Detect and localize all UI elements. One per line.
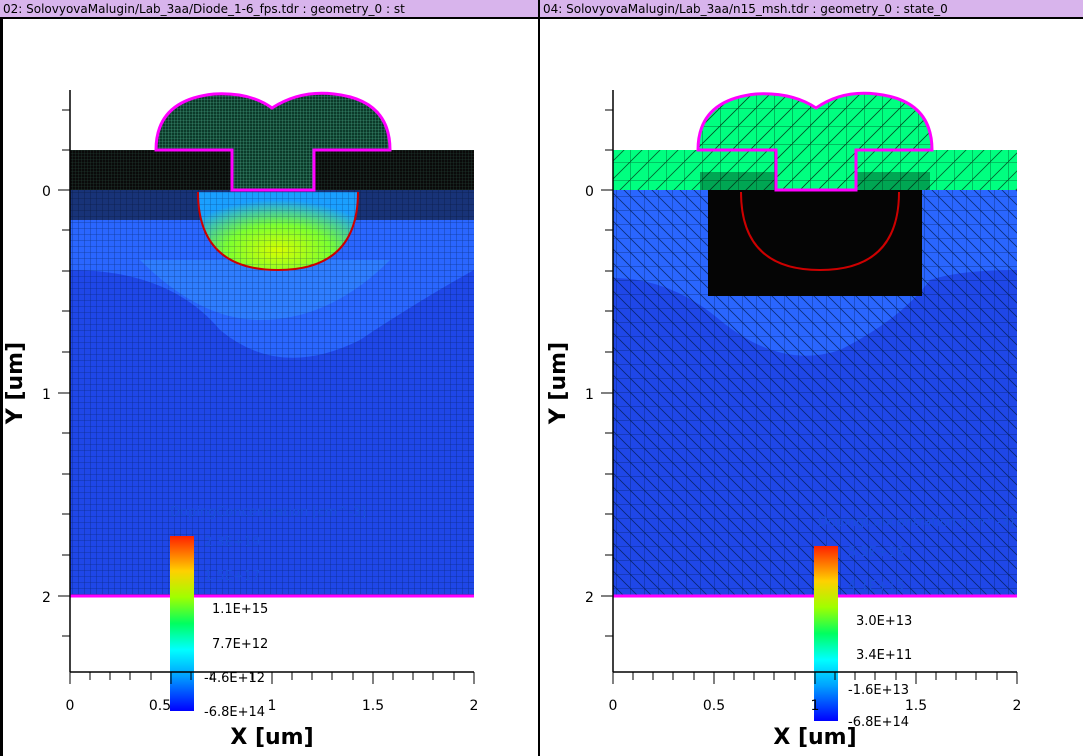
device-plot[interactable]: DopingConcentration [cm^-3] 2.3E+19 1.5E… — [0, 19, 538, 756]
x-tick-label: 0.5 — [149, 698, 171, 714]
legend-title: DopingConcentration [cm^-3] — [170, 505, 366, 520]
plot-panel-1: 02: SolovyovaMalugin/Lab_3aa/Diode_1-6_f… — [0, 0, 540, 756]
legend-label: -4.6E+12 — [204, 671, 265, 686]
device-plot[interactable]: DopingConcentration [cm^-3] 5.5E+18 4.1E… — [540, 19, 1083, 756]
x-tick-label: 0 — [609, 698, 618, 714]
top-contact — [696, 91, 934, 192]
y-axis: 0 1 2 Y [um] — [546, 90, 614, 672]
x-tick-label: 1 — [811, 698, 820, 714]
refined-mesh-region — [708, 190, 922, 296]
y-tick-label: 0 — [42, 184, 51, 200]
color-legend: DopingConcentration [cm^-3] 2.3E+19 1.5E… — [170, 505, 366, 720]
top-contact — [154, 91, 392, 192]
x-axis-label: X [um] — [230, 725, 313, 750]
color-legend: DopingConcentration [cm^-3] 5.5E+18 4.1E… — [814, 515, 1014, 730]
y-tick-label: 1 — [42, 387, 51, 403]
legend-label: -6.8E+14 — [204, 705, 265, 720]
legend-label: 3.0E+13 — [856, 614, 912, 629]
y-tick-label: 2 — [42, 590, 51, 606]
y-axis: 0 1 2 Y [um] — [3, 90, 71, 672]
x-axis: 0 0.5 1 1.5 2 X [um] — [66, 671, 479, 750]
legend-title: DopingConcentration [cm^-3] — [818, 515, 1014, 530]
junction-line — [197, 191, 359, 272]
y-tick-label: 2 — [585, 590, 594, 606]
legend-label: 5.5E+18 — [848, 545, 904, 560]
legend-label: 7.7E+12 — [212, 637, 268, 652]
legend-colorbar — [170, 536, 194, 711]
x-tick-label: 1 — [268, 698, 277, 714]
plot-panel-2: 04: SolovyovaMalugin/Lab_3aa/n15_msh.tdr… — [540, 0, 1083, 756]
x-tick-label: 1.5 — [905, 698, 927, 714]
x-tick-label: 0.5 — [703, 698, 725, 714]
y-tick-label: 1 — [585, 387, 594, 403]
p-doped-region — [197, 191, 359, 272]
y-axis-label: Y [um] — [3, 342, 28, 425]
x-tick-label: 2 — [470, 698, 479, 714]
y-tick-label: 0 — [585, 184, 594, 200]
panel-frame — [0, 19, 3, 756]
legend-label: 1.1E+15 — [212, 602, 268, 617]
y-axis-label: Y [um] — [546, 342, 571, 425]
x-tick-label: 0 — [66, 698, 75, 714]
legend-label: 3.4E+11 — [856, 648, 912, 663]
x-axis: 0 0.5 1 1.5 2 X [um] — [609, 671, 1022, 750]
x-tick-label: 2 — [1013, 698, 1022, 714]
legend-label: 1.5E+17 — [204, 569, 260, 584]
x-tick-label: 1.5 — [362, 698, 384, 714]
panel-title-bar[interactable]: 04: SolovyovaMalugin/Lab_3aa/n15_msh.tdr… — [540, 0, 1083, 19]
legend-label: 2.3E+19 — [204, 535, 260, 550]
legend-colorbar — [814, 546, 838, 721]
x-axis-label: X [um] — [773, 725, 856, 750]
junction-line — [740, 191, 900, 272]
legend-label: -1.6E+13 — [848, 683, 909, 698]
legend-label: -6.8E+14 — [848, 715, 909, 730]
legend-label: 4.1E+15 — [848, 579, 904, 594]
panel-title-bar[interactable]: 02: SolovyovaMalugin/Lab_3aa/Diode_1-6_f… — [0, 0, 538, 19]
